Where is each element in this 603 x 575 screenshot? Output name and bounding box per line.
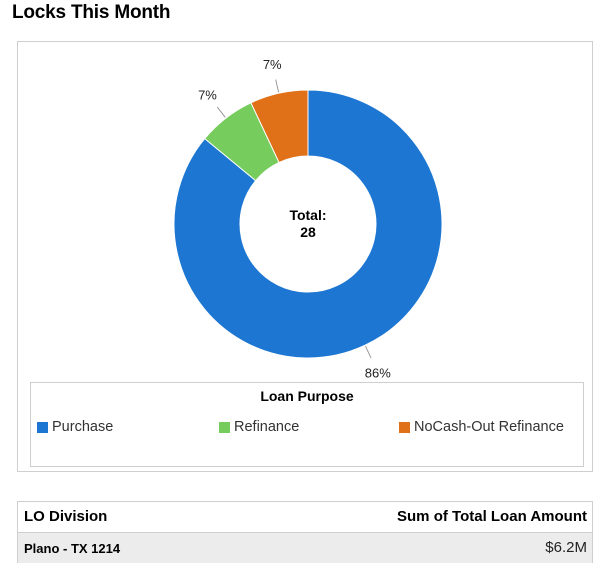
legend-item-purchase[interactable]: Purchase	[37, 419, 113, 435]
leader-line-0	[365, 345, 372, 359]
legend-swatch-refinance	[219, 421, 230, 433]
column-header-sum-loan-amount[interactable]: Sum of Total Loan Amount	[397, 508, 587, 525]
cell-sum-loan-amount: $6.2M	[545, 539, 587, 556]
legend-label-purchase: Purchase	[52, 419, 114, 435]
leader-line-1	[216, 106, 226, 118]
center-total-label: Total:	[289, 207, 326, 223]
table-header: LO Division Sum of Total Loan Amount	[18, 502, 592, 533]
table-row[interactable]: Plano - TX 1214 $6.2M	[18, 533, 592, 563]
division-table: LO Division Sum of Total Loan Amount Pla…	[17, 501, 593, 563]
slice-label-2: 7%	[263, 57, 282, 72]
slice-label-0: 86%	[365, 365, 391, 380]
legend: Loan Purpose Purchase Refinance NoCash-O…	[30, 382, 584, 467]
center-total-value: 28	[300, 224, 316, 240]
slice-purchase[interactable]	[173, 89, 443, 359]
legend-item-refinance[interactable]: Refinance	[219, 419, 299, 435]
column-header-lo-division[interactable]: LO Division	[24, 508, 108, 525]
cell-lo-division: Plano - TX 1214	[24, 541, 121, 556]
chart-panel: 86% 7% 7% Total: 28 Loan Purpose Purchase …	[17, 41, 593, 472]
legend-title: Loan Purpose	[260, 388, 354, 404]
widget-title: Locks This Month	[12, 2, 171, 23]
legend-label-nocashout: NoCash-Out Refinance	[414, 419, 564, 435]
slice-label-1: 7%	[198, 87, 217, 102]
legend-label-refinance: Refinance	[234, 419, 300, 435]
legend-swatch-purchase	[37, 421, 48, 433]
legend-item-nocashout[interactable]: NoCash-Out Refinance	[399, 419, 564, 435]
slice-nocash-out-refinance[interactable]	[250, 89, 309, 164]
leader-line-2	[275, 79, 280, 93]
donut-chart: 86% 7% 7% Total: 28	[173, 57, 443, 380]
legend-swatch-nocashout	[399, 421, 410, 433]
